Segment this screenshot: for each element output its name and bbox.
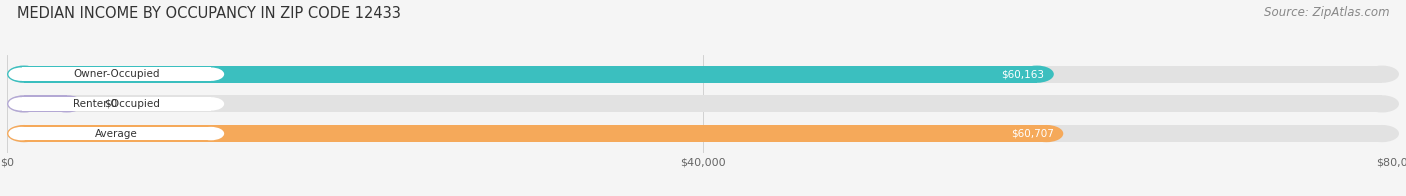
Text: Average: Average [96, 129, 138, 139]
Ellipse shape [1029, 125, 1063, 142]
FancyBboxPatch shape [21, 97, 211, 111]
Text: $0: $0 [104, 99, 118, 109]
FancyBboxPatch shape [24, 66, 1382, 83]
Text: Renter-Occupied: Renter-Occupied [73, 99, 160, 109]
FancyBboxPatch shape [21, 127, 211, 140]
Text: $60,163: $60,163 [1001, 69, 1045, 79]
Ellipse shape [7, 95, 41, 113]
Ellipse shape [7, 66, 41, 83]
Ellipse shape [198, 97, 224, 111]
Ellipse shape [1365, 95, 1399, 113]
Text: Source: ZipAtlas.com: Source: ZipAtlas.com [1264, 6, 1389, 19]
Ellipse shape [7, 125, 41, 142]
FancyBboxPatch shape [21, 67, 211, 81]
Ellipse shape [1365, 125, 1399, 142]
Ellipse shape [7, 66, 41, 83]
Ellipse shape [8, 127, 35, 140]
FancyBboxPatch shape [24, 95, 66, 113]
Ellipse shape [7, 125, 41, 142]
Text: MEDIAN INCOME BY OCCUPANCY IN ZIP CODE 12433: MEDIAN INCOME BY OCCUPANCY IN ZIP CODE 1… [17, 6, 401, 21]
Ellipse shape [198, 127, 224, 140]
FancyBboxPatch shape [24, 66, 1036, 83]
Text: $60,707: $60,707 [1011, 129, 1053, 139]
Ellipse shape [1019, 66, 1054, 83]
Ellipse shape [8, 67, 35, 81]
Text: Owner-Occupied: Owner-Occupied [73, 69, 159, 79]
FancyBboxPatch shape [24, 125, 1382, 142]
FancyBboxPatch shape [24, 125, 1046, 142]
FancyBboxPatch shape [24, 95, 1382, 113]
Ellipse shape [1365, 66, 1399, 83]
Ellipse shape [8, 97, 35, 111]
Ellipse shape [198, 67, 224, 81]
Ellipse shape [7, 95, 41, 113]
Ellipse shape [49, 95, 83, 113]
